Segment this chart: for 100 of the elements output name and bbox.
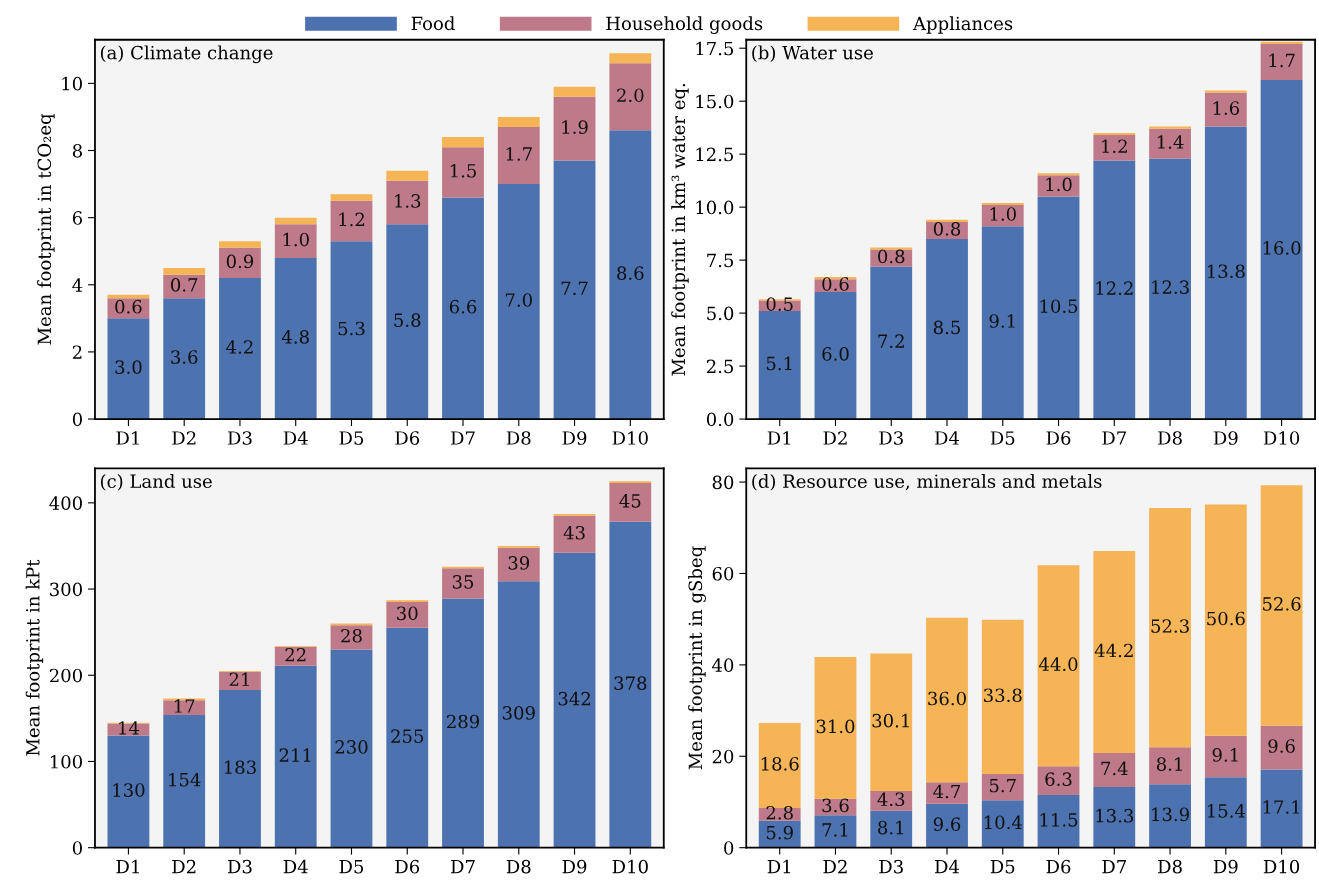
x-tick-label: D5 [339,431,364,445]
bar [219,671,261,690]
x-tick-label: D2 [172,431,196,445]
bar [870,247,913,250]
bar [163,714,206,848]
bar [553,96,596,161]
data-label: 10.5 [1040,299,1078,314]
data-label: 22 [285,647,306,662]
bar [219,689,261,848]
chart-title: (b) Water use [752,45,873,62]
y-axis-title: Mean footprint in km³ water eq. [671,83,689,376]
bar [274,665,317,848]
bar [926,238,968,420]
data-label: 9.6 [1268,739,1295,753]
x-tick-label: D1 [116,431,139,445]
bar [981,800,1024,848]
bar [219,247,261,279]
x-tick-label: D8 [1158,431,1182,445]
bar [1260,769,1303,848]
data-label: 5.3 [338,321,365,336]
data-label: 154 [169,772,201,787]
x-tick-label: D8 [506,859,531,874]
data-label: 7.0 [505,293,532,307]
bar [1260,725,1303,770]
bar [870,653,913,792]
data-label: 0.9 [226,254,254,269]
bar [1037,565,1080,767]
bar [1037,173,1080,176]
data-label: 0.6 [822,277,849,291]
data-label: 17.1 [1263,800,1300,814]
bar [163,700,206,715]
data-label: 378 [614,676,647,690]
x-tick-label: D10 [612,431,648,445]
data-label: 5.9 [766,825,793,840]
data-label: 1.4 [1157,135,1184,149]
data-label: 255 [391,729,424,743]
x-tick-label: D10 [612,859,648,874]
data-label: 6.0 [822,347,849,361]
bar [926,803,968,848]
bar [386,224,429,420]
bar [1037,766,1080,796]
data-label: 211 [279,748,311,762]
x-tick-label: D3 [879,859,903,874]
y-tick-label: 5.0 [707,306,734,321]
bar [609,521,652,848]
bar [1093,132,1136,136]
x-tick-label: D7 [1102,431,1126,445]
y-tick-label: 40 [712,658,734,672]
data-label: 21 [229,672,249,686]
y-axis-title: Mean footprint in kPt [25,559,44,756]
data-label: 35 [452,575,474,589]
bar [609,483,652,522]
x-tick-label: D10 [1263,859,1300,874]
data-label: 2.0 [617,88,644,103]
chart-title: (d) Resource use, minerals and metals [752,474,1102,491]
bar [926,782,968,804]
bar [497,184,540,420]
data-label: 31.0 [816,719,855,734]
bar [274,257,317,420]
y-tick-label: 2.5 [706,359,734,374]
bar [330,241,373,420]
bar [1037,795,1080,848]
bar [1037,175,1080,197]
bar [553,160,596,420]
data-label: 6.3 [1045,772,1072,786]
y-tick-label: 200 [49,668,82,683]
data-label: 4.8 [281,330,309,344]
bar [386,180,429,225]
data-label: 8.1 [1156,757,1182,771]
bar [926,617,968,783]
bar [442,598,484,848]
bar [870,791,913,811]
bar [1093,160,1136,420]
data-label: 44.0 [1038,657,1078,672]
data-label: 130 [113,783,145,797]
x-tick-label: D4 [283,431,308,445]
bar [1093,135,1136,161]
data-label: 16.0 [1263,241,1301,255]
data-label: 7.7 [561,281,588,296]
data-label: 39 [508,556,530,570]
bar [1260,41,1303,44]
bar [386,170,429,181]
y-tick-label: 6 [72,211,83,225]
data-label: 0.5 [766,297,793,311]
bar [870,266,913,420]
y-tick-label: 300 [50,582,82,597]
data-label: 1.0 [990,207,1016,221]
bar [274,646,317,666]
x-tick-label: D8 [1158,859,1182,874]
data-label: 9.1 [1212,748,1238,762]
bar [386,601,429,628]
x-tick-label: D1 [767,859,791,874]
y-tick-label: 0.0 [706,412,734,427]
data-label: 10.4 [984,815,1022,830]
x-tick-label: D3 [227,431,252,445]
bar [1204,126,1247,420]
data-label: 9.1 [989,314,1015,328]
data-label: 7.4 [1101,761,1128,776]
bar [1204,504,1247,736]
bar [274,224,317,258]
